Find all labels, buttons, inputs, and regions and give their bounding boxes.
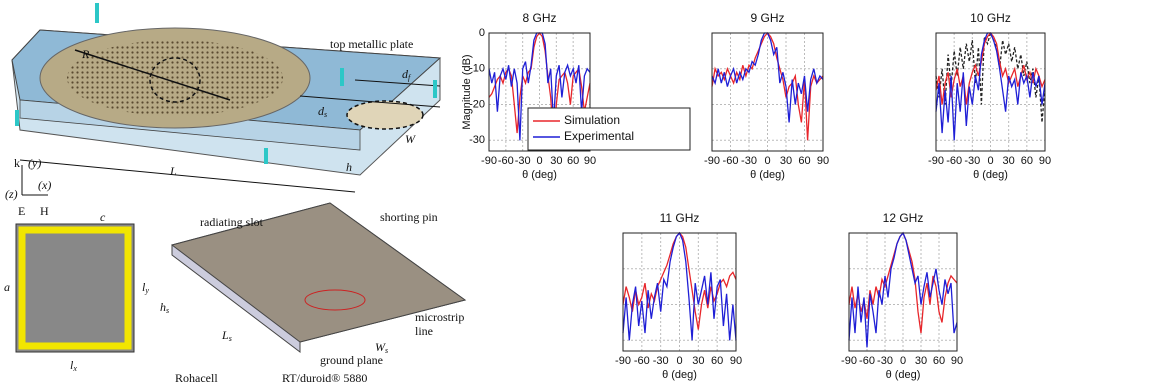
x-tick-label: -90 (615, 355, 631, 367)
x-tick-label: -60 (634, 355, 650, 367)
y-tick-label: -30 (469, 134, 485, 146)
y-axis-label: Magnitude (dB) (461, 54, 473, 129)
x-tick-label: -90 (481, 155, 497, 167)
x-tick-label: 30 (915, 355, 927, 367)
x-tick-label: 60 (933, 355, 945, 367)
label: hs (160, 300, 169, 315)
x-axis-label: θ (deg) (973, 169, 1008, 181)
label: Rohacell (175, 371, 218, 385)
pin (433, 80, 437, 98)
label: microstrip (415, 310, 464, 324)
label: a (4, 280, 10, 294)
x-tick-label: -90 (704, 155, 720, 167)
x-tick-label: 60 (567, 155, 579, 167)
pin (15, 110, 19, 126)
chart: -90-60-30 0 30 60 90 9 GHz θ (deg) (704, 11, 829, 181)
label: k (14, 156, 20, 170)
x-tick-label: 0 (764, 155, 770, 167)
x-tick-label: -30 (653, 355, 669, 367)
x-tick-label: -60 (498, 155, 514, 167)
x-tick-label: 0 (676, 355, 682, 367)
chart-title: 9 GHz (750, 11, 784, 25)
x-tick-label: -30 (741, 155, 757, 167)
x-tick-label: 30 (550, 155, 562, 167)
unit-cell (16, 224, 134, 352)
chart: -90-60-30 0 30 60 90 12 GHz θ (deg) (841, 211, 963, 381)
label: (z) (5, 187, 18, 201)
label: Ls (221, 328, 232, 343)
x-tick-label: -30 (964, 155, 980, 167)
antenna-diagram: top metallic plate R df ds W L h k (y) (… (4, 3, 465, 385)
label: R (81, 47, 90, 61)
x-tick-label: -90 (928, 155, 944, 167)
x-tick-label: -30 (877, 355, 893, 367)
label: top metallic plate (330, 37, 413, 51)
label: H (40, 204, 49, 218)
x-tick-label: -60 (946, 155, 962, 167)
label: RT/duroid® 5880 (282, 371, 367, 385)
x-tick-label: 90 (817, 155, 829, 167)
label: E (18, 204, 25, 218)
x-tick-label: 30 (1003, 155, 1015, 167)
chart-title: 11 GHz (660, 211, 700, 225)
chart: -90-60-30 0 30 60 90 10 GHz θ (deg) (928, 11, 1051, 181)
label: h (346, 160, 352, 174)
label: W (405, 132, 416, 146)
pin (264, 148, 268, 164)
label: line (415, 324, 433, 338)
label: ground plane (320, 353, 383, 367)
x-tick-label: -60 (723, 155, 739, 167)
legend-label: Experimental (564, 129, 634, 143)
x-tick-label: 60 (798, 155, 810, 167)
x-tick-label: 30 (780, 155, 792, 167)
x-tick-label: 90 (951, 355, 963, 367)
x-tick-label: -60 (859, 355, 875, 367)
x-axis-label: θ (deg) (662, 369, 697, 381)
x-tick-label: 90 (730, 355, 742, 367)
label: (y) (28, 156, 41, 170)
x-tick-label: 90 (584, 155, 596, 167)
label: ly (142, 280, 149, 295)
chart-title: 10 GHz (970, 11, 1011, 25)
label: c (100, 210, 106, 224)
x-tick-label: 60 (1021, 155, 1033, 167)
x-axis-label: θ (deg) (750, 169, 785, 181)
x-tick-label: -30 (515, 155, 531, 167)
x-tick-label: 60 (711, 355, 723, 367)
chart-title: 8 GHz (522, 11, 556, 25)
label: (x) (38, 178, 51, 192)
chart-title: 12 GHz (883, 211, 924, 225)
x-tick-label: 0 (987, 155, 993, 167)
x-axis-label: θ (deg) (886, 369, 921, 381)
legend-label: Simulation (564, 113, 620, 127)
y-tick-label: 0 (479, 27, 485, 39)
x-axis-label: θ (deg) (522, 169, 557, 181)
pin (95, 3, 99, 23)
slots (67, 40, 283, 116)
label: shorting pin (380, 210, 438, 224)
x-tick-label: 30 (692, 355, 704, 367)
label: radiating slot (200, 215, 264, 229)
pin (340, 68, 344, 86)
chart: -90-60-30 0 30 60 90 11 GHz θ (deg) (615, 211, 742, 381)
label: L (169, 164, 177, 178)
x-tick-label: 0 (900, 355, 906, 367)
x-tick-label: -90 (841, 355, 857, 367)
x-tick-label: 90 (1039, 155, 1051, 167)
figure: top metallic plate R df ds W L h k (y) (… (0, 0, 1153, 387)
x-tick-label: 0 (536, 155, 542, 167)
label: lx (70, 358, 77, 373)
